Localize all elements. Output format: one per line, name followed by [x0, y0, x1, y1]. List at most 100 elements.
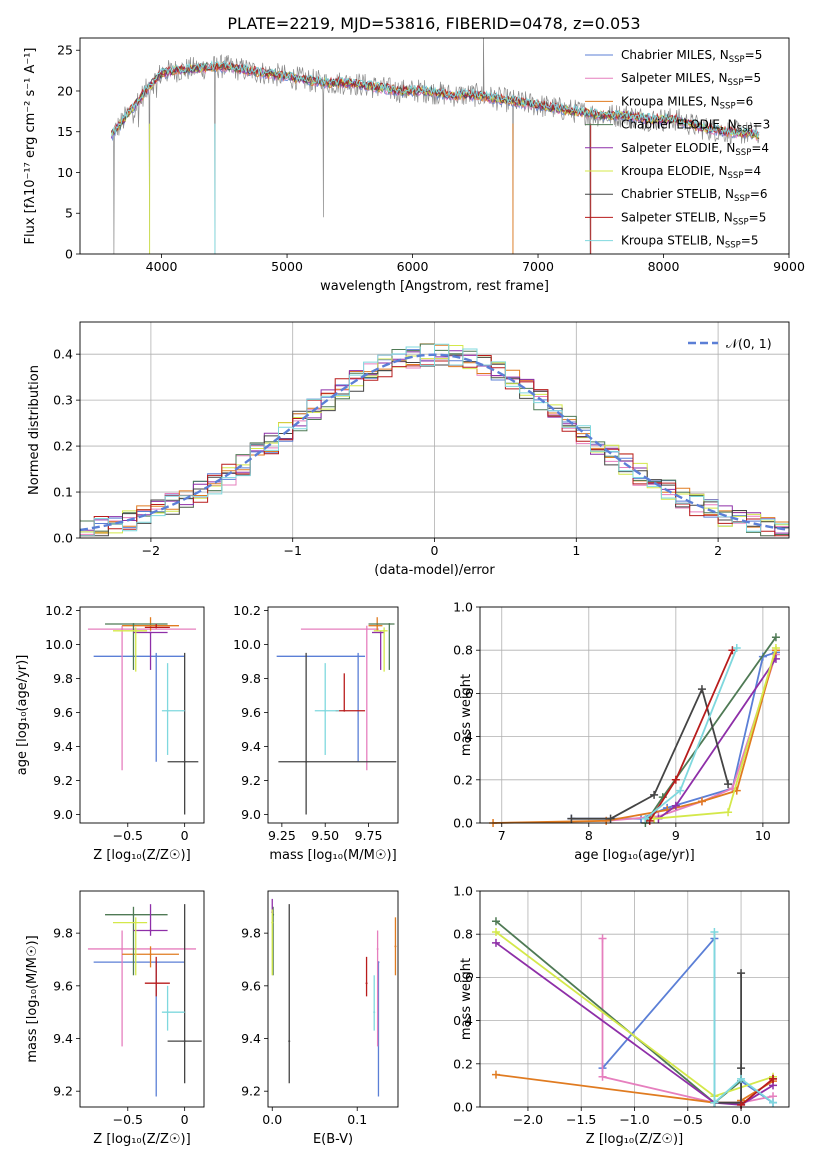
y-tick-label: 5	[65, 206, 73, 221]
plot-area	[87, 617, 199, 815]
legend-entry: 𝒩(0, 1)	[726, 336, 772, 351]
mass-weight-vs-age-panel: 7 8 9 10 0.0 0.2 0.4 0.6 0.8 1.0 age [log₁₀(age/yr…	[453, 600, 790, 863]
legend-subscript: SSP	[733, 217, 749, 227]
plus-marker	[491, 928, 500, 937]
legend-suffix: =4	[743, 164, 761, 178]
legend-suffix: =5	[741, 234, 759, 248]
x-tick-label: 9	[672, 828, 680, 843]
y-tick-label: 9.6	[241, 978, 261, 993]
plus-marker	[737, 969, 746, 978]
plus-marker	[769, 1074, 778, 1083]
legend-subscript: SSP	[734, 194, 750, 204]
y-tick-label: 9.8	[241, 671, 261, 686]
mass-vs-metallicity-panel: −0.5 0 9.2 9.4 9.6 9.8 Z [log₁₀(Z/Z☉)] mass [lo…	[25, 890, 205, 1147]
plus-marker	[771, 644, 780, 653]
age-vs-mass-panel: 9.25 9.50 9.75 9.0 9.2 9.4 9.6 9.8 10.0 10.2 mass …	[233, 603, 399, 863]
data-point	[394, 945, 397, 948]
data-point	[376, 947, 379, 950]
x-axis-label: E(B-V)	[313, 1132, 353, 1147]
mass-weight-line	[713, 932, 774, 1105]
data-point	[365, 982, 368, 985]
legend-label: Kroupa MILES, N	[621, 94, 720, 108]
plus-marker	[697, 685, 706, 694]
legend-suffix: =3	[753, 118, 771, 132]
legend-suffix: =6	[736, 94, 754, 108]
y-tick-label: 0.3	[53, 393, 73, 408]
y-tick-label: 9.2	[53, 1084, 73, 1099]
plus-marker	[598, 934, 607, 943]
data-point	[183, 1040, 186, 1043]
mass-weight-line	[495, 920, 742, 1104]
y-tick-label: 9.0	[53, 807, 73, 822]
plot-area	[276, 617, 397, 815]
y-tick-label: 10	[57, 165, 73, 180]
age-vs-metallicity-panel: −0.5 0 9.0 9.2 9.4 9.6 9.8 10.0 10.2 Z [log₁₀(Z/Z…	[15, 603, 205, 863]
data-point	[134, 629, 137, 632]
y-tick-label: 9.4	[53, 1031, 73, 1046]
y-tick-label: 9.6	[53, 978, 73, 993]
mass-vs-ebv-panel: 0.0 0.1 9.2 9.4 9.6 9.8 E(B-V)	[241, 890, 399, 1147]
legend-subscript: SSP	[725, 241, 741, 251]
y-tick-label: 25	[57, 43, 73, 58]
y-tick-label: 0.2	[53, 439, 73, 454]
legend-entry: Chabrier ELODIE, NSSP=3	[621, 118, 770, 135]
x-axis-label: wavelength [Angstrom, rest frame]	[320, 279, 549, 294]
legend-subscript: SSP	[720, 101, 736, 111]
x-tick-label: 0.0	[262, 1112, 282, 1127]
plus-marker	[598, 1072, 607, 1081]
data-point	[132, 913, 135, 916]
x-tick-label: 7	[498, 828, 506, 843]
axes-frame	[479, 890, 790, 1108]
axes-frame	[479, 606, 790, 824]
data-point	[343, 709, 346, 712]
plus-marker	[771, 633, 780, 642]
y-tick-label: 9.6	[53, 705, 73, 720]
data-point	[373, 1011, 376, 1014]
plus-marker	[650, 790, 659, 799]
x-tick-label: 6000	[397, 259, 429, 274]
x-tick-label: −2	[142, 543, 160, 558]
y-tick-label: 9.4	[241, 1031, 261, 1046]
y-tick-label: 1.0	[453, 884, 473, 899]
figure-title: PLATE=2219, MJD=53816, FIBERID=0478, z=0…	[227, 14, 640, 33]
legend-label: Kroupa ELODIE, N	[621, 164, 728, 178]
y-tick-label: 9.2	[241, 1084, 261, 1099]
plus-marker	[491, 917, 500, 926]
legend-label: Salpeter STELIB, N	[621, 210, 733, 224]
y-tick-label: 15	[57, 124, 73, 139]
plus-marker	[606, 814, 615, 823]
axes-frame	[267, 606, 399, 824]
legend-subscript: SSP	[737, 125, 753, 135]
legend-label: Chabrier ELODIE, N	[621, 118, 737, 132]
legend-suffix: =5	[743, 71, 761, 85]
plus-marker	[724, 780, 733, 789]
data-point	[288, 1040, 291, 1043]
y-axis-label: Normed distribution	[27, 365, 42, 495]
plot-area	[87, 904, 202, 1097]
x-tick-label: −1.0	[619, 1112, 649, 1127]
plot-area	[271, 898, 397, 1097]
data-point	[379, 631, 382, 634]
legend-label: Chabrier MILES, N	[621, 48, 729, 62]
data-point	[134, 921, 137, 924]
plus-marker	[671, 775, 680, 784]
model-spectrum-line	[110, 59, 760, 138]
mass-weight-line	[493, 649, 777, 824]
data-point	[271, 921, 274, 924]
y-axis-label: age [log₁₀(age/yr)]	[15, 655, 30, 776]
y-tick-label: 0.0	[53, 531, 73, 546]
data-point	[155, 626, 158, 629]
x-tick-label: 5000	[271, 259, 303, 274]
y-tick-label: 20	[57, 83, 73, 98]
y-tick-label: 10.2	[233, 603, 261, 618]
y-tick-label: 0.4	[453, 729, 473, 744]
axes-frame	[79, 321, 790, 539]
x-tick-label: 9000	[773, 259, 805, 274]
legend-subscript: SSP	[728, 171, 744, 181]
data-point	[149, 631, 152, 634]
y-tick-label: 0.4	[53, 347, 73, 362]
x-tick-label: −0.5	[113, 1112, 143, 1127]
plus-marker	[697, 797, 706, 806]
plus-marker	[491, 1070, 500, 1079]
